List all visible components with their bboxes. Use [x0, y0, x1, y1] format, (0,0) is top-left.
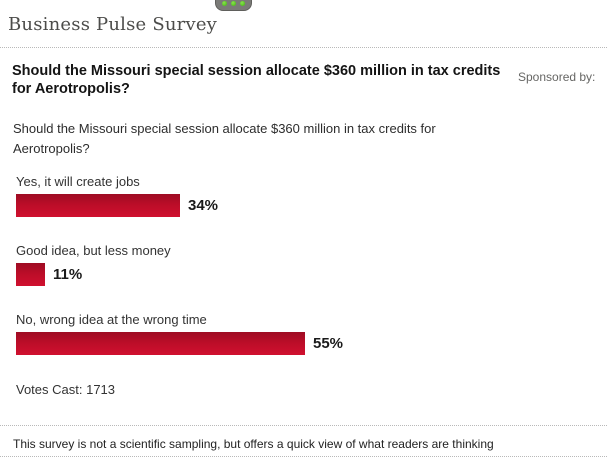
result-bar: [16, 263, 45, 286]
header-divider: [0, 47, 607, 48]
widget-menu-button[interactable]: [215, 0, 252, 11]
green-dot-icon: [231, 1, 236, 6]
result-bar: [16, 332, 305, 355]
footer-divider-bottom: [0, 456, 607, 457]
sponsored-by-label: Sponsored by:: [518, 70, 596, 84]
green-dot-icon: [222, 1, 227, 6]
result-bar-row: 11%: [16, 263, 576, 286]
poll-question-subtext: Should the Missouri special session allo…: [13, 121, 436, 156]
footer-divider-top: [0, 425, 607, 426]
result-percentage: 55%: [313, 335, 344, 352]
green-dot-icon: [240, 1, 245, 6]
option-label: Good idea, but less money: [16, 243, 171, 258]
option-label: No, wrong idea at the wrong time: [16, 312, 207, 327]
poll-results-list: Yes, it will create jobs 34% Good idea, …: [16, 174, 576, 381]
page-title: Business Pulse Survey: [8, 14, 218, 35]
result-percentage: 11%: [53, 266, 83, 283]
poll-option-row: Good idea, but less money 11%: [16, 243, 576, 286]
poll-option-row: No, wrong idea at the wrong time 55%: [16, 312, 576, 355]
survey-disclaimer: This survey is not a scientific sampling…: [13, 437, 494, 451]
votes-cast-label: Votes Cast: 1713: [16, 382, 116, 397]
result-bar: [16, 194, 180, 217]
poll-option-row: Yes, it will create jobs 34%: [16, 174, 576, 217]
result-percentage: 34%: [188, 197, 219, 214]
result-bar-row: 34%: [16, 194, 576, 217]
result-bar-row: 55%: [16, 332, 576, 355]
option-label: Yes, it will create jobs: [16, 174, 140, 189]
poll-question-heading: Should the Missouri special session allo…: [12, 63, 501, 97]
